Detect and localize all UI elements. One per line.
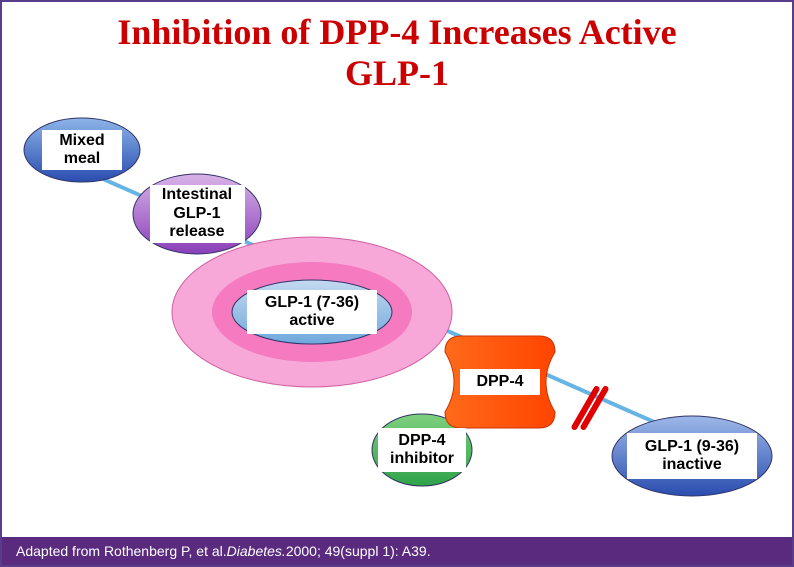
node-mixed-meal: Mixed meal [42,130,122,170]
citation-italic: Diabetes. [227,543,286,559]
citation-suffix: 2000; 49(suppl 1): A39. [286,543,431,559]
node-glp1-inactive: GLP-1 (9-36) inactive [627,433,757,479]
title-line-2: GLP-1 [345,53,449,93]
diagram-stage: Mixed meal Intestinal GLP-1 release GLP-… [2,92,792,537]
label-dpp4: DPP-4 [476,373,523,391]
title-line-1: Inhibition of DPP-4 Increases Active [117,12,676,52]
label-dpp4-inhibitor: DPP-4 inhibitor [390,432,454,469]
node-dpp4-inhibitor: DPP-4 inhibitor [378,428,466,472]
node-glp1-active: GLP-1 (7-36) active [247,290,377,334]
node-intestinal-release: Intestinal GLP-1 release [150,185,245,243]
citation-prefix: Adapted from Rothenberg P, et al. [16,543,227,559]
page-title: Inhibition of DPP-4 Increases Active GLP… [2,2,792,95]
label-glp1-inactive: GLP-1 (9-36) inactive [645,438,739,475]
label-intestinal-release: Intestinal GLP-1 release [162,186,232,241]
label-glp1-active: GLP-1 (7-36) active [265,294,359,331]
label-mixed-meal: Mixed meal [59,132,104,169]
citation-bar: Adapted from Rothenberg P, et al. Diabet… [2,537,792,565]
node-dpp4: DPP-4 [460,369,540,395]
